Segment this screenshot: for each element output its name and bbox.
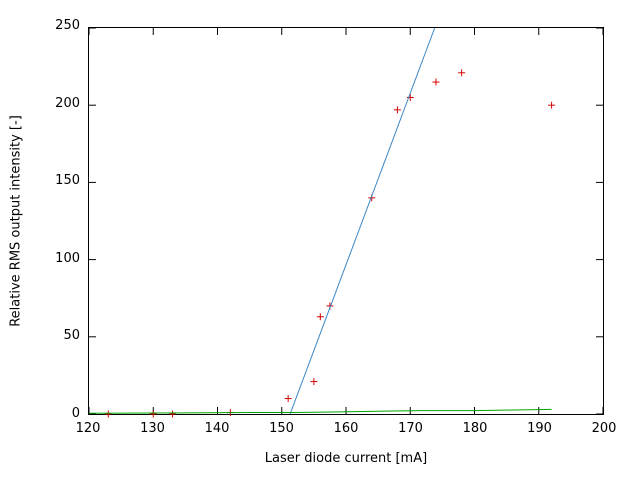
baseline-curve [88, 408, 552, 414]
y-axis-label: Relative RMS output intensity [-] [8, 115, 24, 327]
y-tick-label: 0 [71, 406, 80, 421]
x-tick-label: 140 [204, 421, 230, 436]
x-axis-label: Laser diode current [mA] [264, 451, 428, 466]
x-tick-label: 150 [269, 421, 294, 436]
x-tick-label: 190 [527, 421, 552, 436]
y-tick-label: 50 [63, 328, 80, 344]
y-tick-label: 100 [55, 250, 80, 266]
x-tick-label: 160 [333, 421, 359, 436]
x-tick-label: 170 [398, 421, 423, 436]
y-tick-label: 200 [55, 95, 80, 111]
linear-fit-line [289, 27, 436, 415]
x-tick-label: 200 [591, 421, 617, 436]
y-tick-label: 250 [55, 18, 80, 33]
x-tick-label: 130 [140, 421, 165, 436]
y-tick-label: 150 [55, 173, 80, 189]
x-tick-label: 120 [75, 421, 101, 436]
x-tick-label: 180 [462, 421, 488, 436]
plot-area [88, 27, 604, 418]
plot-canvas [88, 27, 604, 418]
